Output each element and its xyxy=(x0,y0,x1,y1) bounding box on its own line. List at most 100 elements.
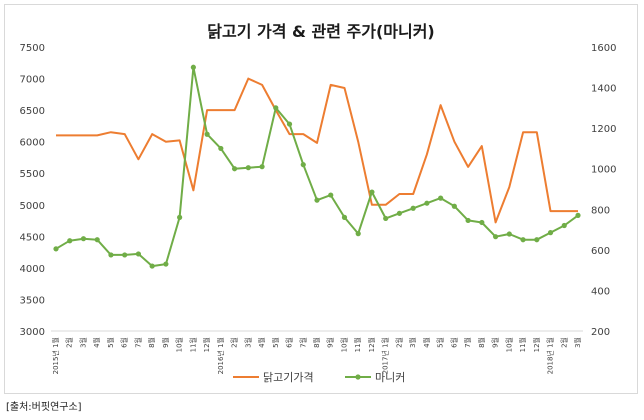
y-left-tick-label: 7500 xyxy=(20,43,45,54)
x-tick-label: 12월 xyxy=(532,337,541,352)
x-tick-label: 7월 xyxy=(298,337,307,348)
legend-label-1: 닭고기가격 xyxy=(263,371,314,384)
x-tick-label: 3월 xyxy=(78,337,87,348)
x-tick-label: 11월 xyxy=(518,337,527,352)
series-point-2 xyxy=(204,131,210,137)
y-left-tick-label: 6500 xyxy=(20,106,45,117)
x-tick-label: 4월 xyxy=(92,337,101,348)
series-point-2 xyxy=(328,192,334,198)
x-tick-label: 10월 xyxy=(175,337,184,352)
y-right-tick-label: 1000 xyxy=(591,165,616,176)
y-left-tick-label: 4000 xyxy=(20,264,45,275)
legend-marker-2 xyxy=(355,374,361,380)
legend: 닭고기가격 마니커 xyxy=(233,371,405,384)
x-tick-label: 2월 xyxy=(559,337,568,348)
series-point-2 xyxy=(135,251,142,257)
y-left-tick-label: 3000 xyxy=(20,327,45,338)
x-tick-label: 3월 xyxy=(243,337,252,348)
series-point-2 xyxy=(273,105,279,111)
series-point-2 xyxy=(231,166,238,172)
y-right-tick-label: 1400 xyxy=(591,84,616,95)
series-point-2 xyxy=(149,263,155,269)
series-point-2 xyxy=(259,164,265,170)
series-point-2 xyxy=(53,246,59,252)
x-tick-label: 5월 xyxy=(271,337,280,348)
x-tick-label: 6월 xyxy=(120,337,129,348)
x-tick-label: 3월 xyxy=(573,337,582,348)
x-tick-label: 2월 xyxy=(394,337,403,348)
x-tick-label: 11월 xyxy=(188,337,197,352)
chart-svg: 닭고기 가격 & 관련 주가(마니커) 3000 3500 4000 4500 5000… xyxy=(20,22,617,384)
x-tick-label: 8월 xyxy=(147,337,156,348)
y-left-tick-label: 5000 xyxy=(20,201,45,212)
series-point-2 xyxy=(341,214,348,220)
x-tick-label: 5월 xyxy=(436,337,445,348)
y-right-tick-label: 400 xyxy=(591,286,610,297)
series-point-2 xyxy=(438,195,444,201)
x-tick-label: 12월 xyxy=(367,337,376,352)
series-point-2 xyxy=(94,237,100,243)
series-point-2 xyxy=(396,210,403,216)
chart-title: 닭고기 가격 & 관련 주가(마니커) xyxy=(207,22,435,41)
series-layer xyxy=(53,64,581,269)
x-tick-label: 2018년 1월 xyxy=(546,337,555,374)
y-left-tick-label: 7000 xyxy=(20,75,45,86)
x-tick-label: 4월 xyxy=(422,337,431,348)
x-tick-label: 9월 xyxy=(161,337,170,348)
series-point-2 xyxy=(479,219,485,226)
legend-label-2: 마니커 xyxy=(375,371,405,384)
x-tick-label: 2월 xyxy=(65,337,74,348)
x-tick-label: 6월 xyxy=(285,337,294,348)
x-tick-label: 3월 xyxy=(408,337,417,348)
source-note: [출처:버핏연구소] xyxy=(6,402,82,413)
series-point-2 xyxy=(80,236,87,242)
axes: 3000 3500 4000 4500 5000 5500 6000 6500 7000 7500… xyxy=(20,43,617,374)
series-point-2 xyxy=(506,231,512,237)
x-tick-label: 2017년 1월 xyxy=(381,337,390,374)
series-point-2 xyxy=(383,215,389,222)
y-right-tick-label: 200 xyxy=(591,327,610,338)
x-tick-label: 8월 xyxy=(312,337,321,348)
x-tick-label: 11월 xyxy=(353,337,362,352)
series-point-2 xyxy=(465,217,471,224)
x-tick-label: 12월 xyxy=(202,337,211,352)
series-point-2 xyxy=(108,252,114,258)
y-right-tick-label: 1600 xyxy=(591,43,616,54)
y-left-tick-label: 3500 xyxy=(20,295,45,306)
y-right-tick-label: 600 xyxy=(591,246,610,257)
series-point-2 xyxy=(163,261,169,267)
y-left-tick-label: 6000 xyxy=(20,138,45,149)
x-tick-label: 4월 xyxy=(257,337,266,348)
series-line-2 xyxy=(55,66,579,268)
series-point-2 xyxy=(369,189,375,195)
series-line-1 xyxy=(56,77,578,224)
x-tick-label: 2월 xyxy=(230,337,239,348)
x-tick-label: 8월 xyxy=(477,337,486,348)
y-right-tick-label: 800 xyxy=(591,205,610,216)
x-tick-label: 9월 xyxy=(326,337,335,348)
y-right-tick-label: 1200 xyxy=(591,124,616,135)
y-left-tick-label: 5500 xyxy=(20,169,45,180)
x-tick-label: 2015년 1월 xyxy=(51,337,60,374)
series-point-2 xyxy=(190,64,196,70)
x-tick-label: 2016년 1월 xyxy=(216,337,225,374)
series-point-2 xyxy=(561,222,567,229)
series-point-2 xyxy=(218,145,224,152)
chart-area: 닭고기 가격 & 관련 주가(마니커) 3000 3500 4000 4500 5000… xyxy=(4,4,638,394)
series-point-2 xyxy=(286,121,293,127)
x-tick-label: 6월 xyxy=(449,337,458,348)
x-tick-label: 7월 xyxy=(463,337,472,348)
x-tick-label: 5월 xyxy=(106,337,115,348)
x-tick-label: 10월 xyxy=(339,337,348,352)
series-point-2 xyxy=(534,237,540,243)
y-left-tick-label: 4500 xyxy=(20,232,45,243)
series-point-2 xyxy=(547,230,554,236)
series-point-2 xyxy=(410,205,416,211)
series-point-2 xyxy=(122,252,128,258)
series-point-2 xyxy=(575,212,581,218)
series-point-2 xyxy=(492,234,499,240)
series-point-2 xyxy=(451,203,457,209)
series-point-2 xyxy=(355,231,361,237)
x-tick-label: 10월 xyxy=(504,337,513,352)
